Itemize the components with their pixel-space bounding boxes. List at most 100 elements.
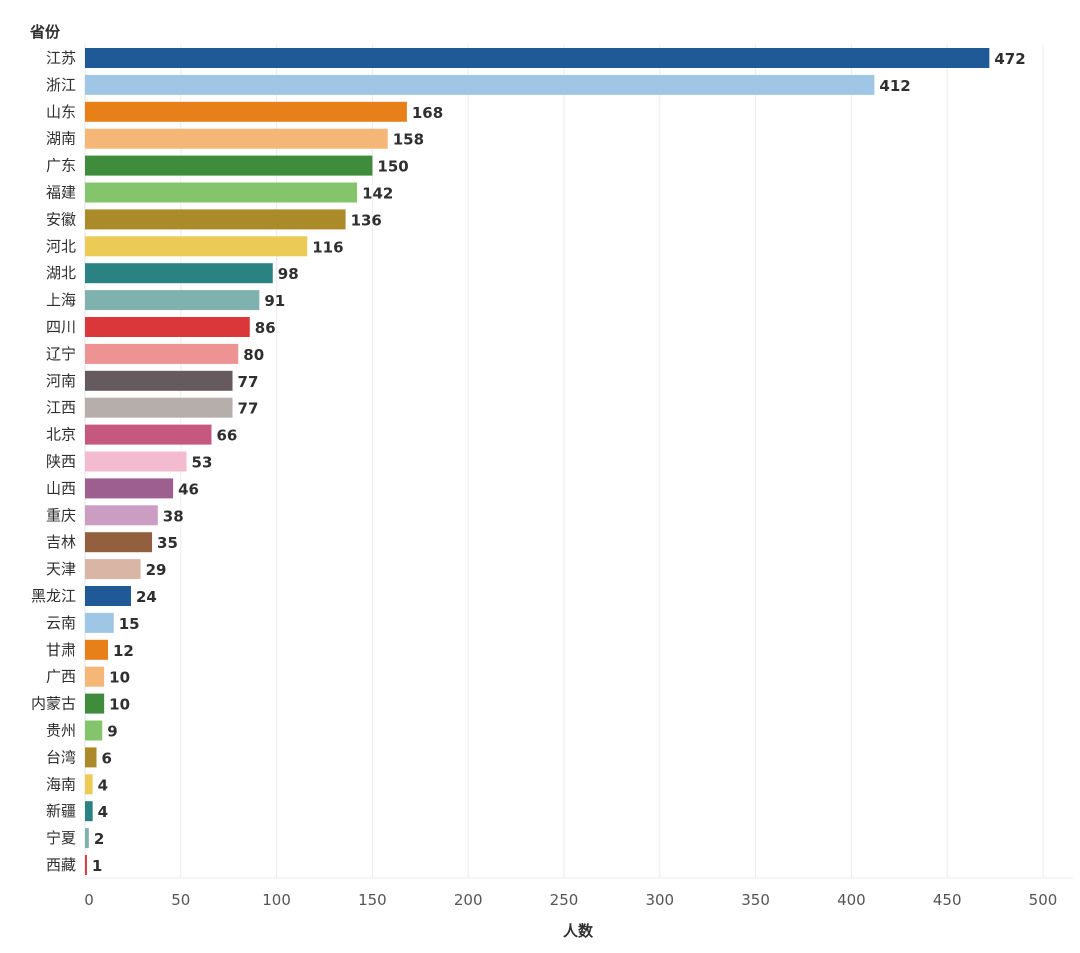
value-label: 12 (113, 642, 134, 660)
category-label: 陕西 (46, 453, 76, 471)
x-tick-label: 200 (454, 891, 483, 909)
bar-上海 (85, 290, 260, 311)
bar-广西 (85, 666, 105, 687)
value-label: 38 (163, 507, 184, 525)
category-label: 广西 (46, 668, 76, 686)
bar-甘肃 (85, 639, 108, 660)
category-label: 湖南 (46, 130, 76, 148)
x-tick-label: 100 (262, 891, 291, 909)
category-label: 安徽 (46, 210, 76, 228)
value-label: 77 (238, 400, 259, 418)
bar-陕西 (85, 451, 187, 472)
category-label: 河北 (46, 237, 76, 255)
value-label: 6 (101, 749, 111, 767)
value-label: 472 (994, 50, 1025, 68)
value-label: 35 (157, 534, 178, 552)
value-label: 412 (879, 77, 910, 95)
value-label: 77 (238, 373, 259, 391)
category-label: 海南 (46, 775, 76, 793)
category-label: 天津 (46, 560, 76, 578)
bar-四川 (85, 317, 250, 337)
value-label: 4 (98, 776, 108, 794)
value-label: 136 (351, 211, 382, 229)
bar-福建 (85, 182, 358, 203)
value-label: 116 (312, 238, 343, 256)
value-label: 53 (192, 454, 213, 472)
category-label: 湖北 (46, 264, 76, 282)
bar-安徽 (85, 209, 346, 230)
category-label: 重庆 (46, 506, 76, 524)
category-label: 台湾 (46, 748, 76, 766)
category-label: 黑龙江 (31, 587, 76, 605)
value-label: 10 (109, 696, 130, 714)
category-label: 四川 (46, 318, 76, 336)
category-label: 辽宁 (46, 345, 76, 363)
category-label: 广东 (46, 157, 76, 175)
value-label: 15 (119, 615, 140, 633)
x-tick-label: 500 (1029, 891, 1058, 909)
category-label: 福建 (46, 184, 76, 202)
x-tick-label: 0 (84, 891, 94, 909)
bar-贵州 (85, 720, 103, 741)
value-label: 91 (264, 292, 285, 310)
bars (85, 48, 990, 875)
category-label: 河南 (46, 372, 76, 390)
bar-江西 (85, 397, 233, 418)
bar-湖南 (85, 128, 388, 149)
value-label: 46 (178, 480, 199, 498)
bar-江苏 (85, 48, 990, 68)
bar-台湾 (85, 747, 97, 768)
category-label: 云南 (46, 614, 76, 632)
y-axis-title: 省份 (29, 23, 61, 41)
value-label: 158 (393, 131, 424, 149)
value-label: 168 (412, 104, 443, 122)
bar-河南 (85, 370, 233, 391)
bar-新疆 (85, 801, 93, 822)
bar-海南 (85, 774, 93, 795)
bar-黑龙江 (85, 586, 131, 606)
value-label: 9 (107, 723, 117, 741)
category-label: 北京 (46, 426, 76, 444)
value-label: 150 (377, 158, 408, 176)
value-label: 142 (362, 185, 393, 203)
bar-重庆 (85, 505, 158, 526)
x-tick-label: 300 (645, 891, 674, 909)
x-axis-title: 人数 (563, 922, 594, 940)
bar-天津 (85, 559, 141, 580)
category-label: 山西 (46, 479, 76, 497)
value-label: 10 (109, 669, 130, 687)
x-tick-label: 250 (550, 891, 579, 909)
bar-西藏 (85, 855, 87, 875)
value-label: 29 (146, 561, 167, 579)
bar-内蒙古 (85, 693, 105, 714)
value-label: 80 (243, 346, 264, 364)
category-label: 江西 (46, 399, 76, 417)
bar-北京 (85, 424, 212, 445)
x-tick-label: 50 (171, 891, 190, 909)
bar-河北 (85, 236, 308, 257)
category-label: 内蒙古 (31, 695, 76, 713)
category-label: 宁夏 (46, 829, 76, 847)
category-label: 贵州 (46, 722, 76, 740)
bar-广东 (85, 155, 373, 176)
value-label: 2 (94, 830, 104, 848)
value-label: 66 (216, 427, 237, 445)
category-label: 西藏 (46, 856, 76, 874)
x-tick-label: 450 (933, 891, 962, 909)
category-label: 新疆 (46, 802, 76, 820)
value-label: 98 (278, 265, 299, 283)
category-label: 山东 (46, 103, 76, 121)
x-tick-label: 400 (837, 891, 866, 909)
value-label: 86 (255, 319, 276, 337)
bar-吉林 (85, 532, 153, 553)
bar-云南 (85, 612, 114, 633)
x-tick-label: 150 (358, 891, 387, 909)
x-tick-label: 350 (741, 891, 770, 909)
bar-宁夏 (85, 828, 89, 849)
bar-辽宁 (85, 343, 239, 364)
bar-湖北 (85, 263, 273, 284)
value-label: 4 (98, 803, 108, 821)
